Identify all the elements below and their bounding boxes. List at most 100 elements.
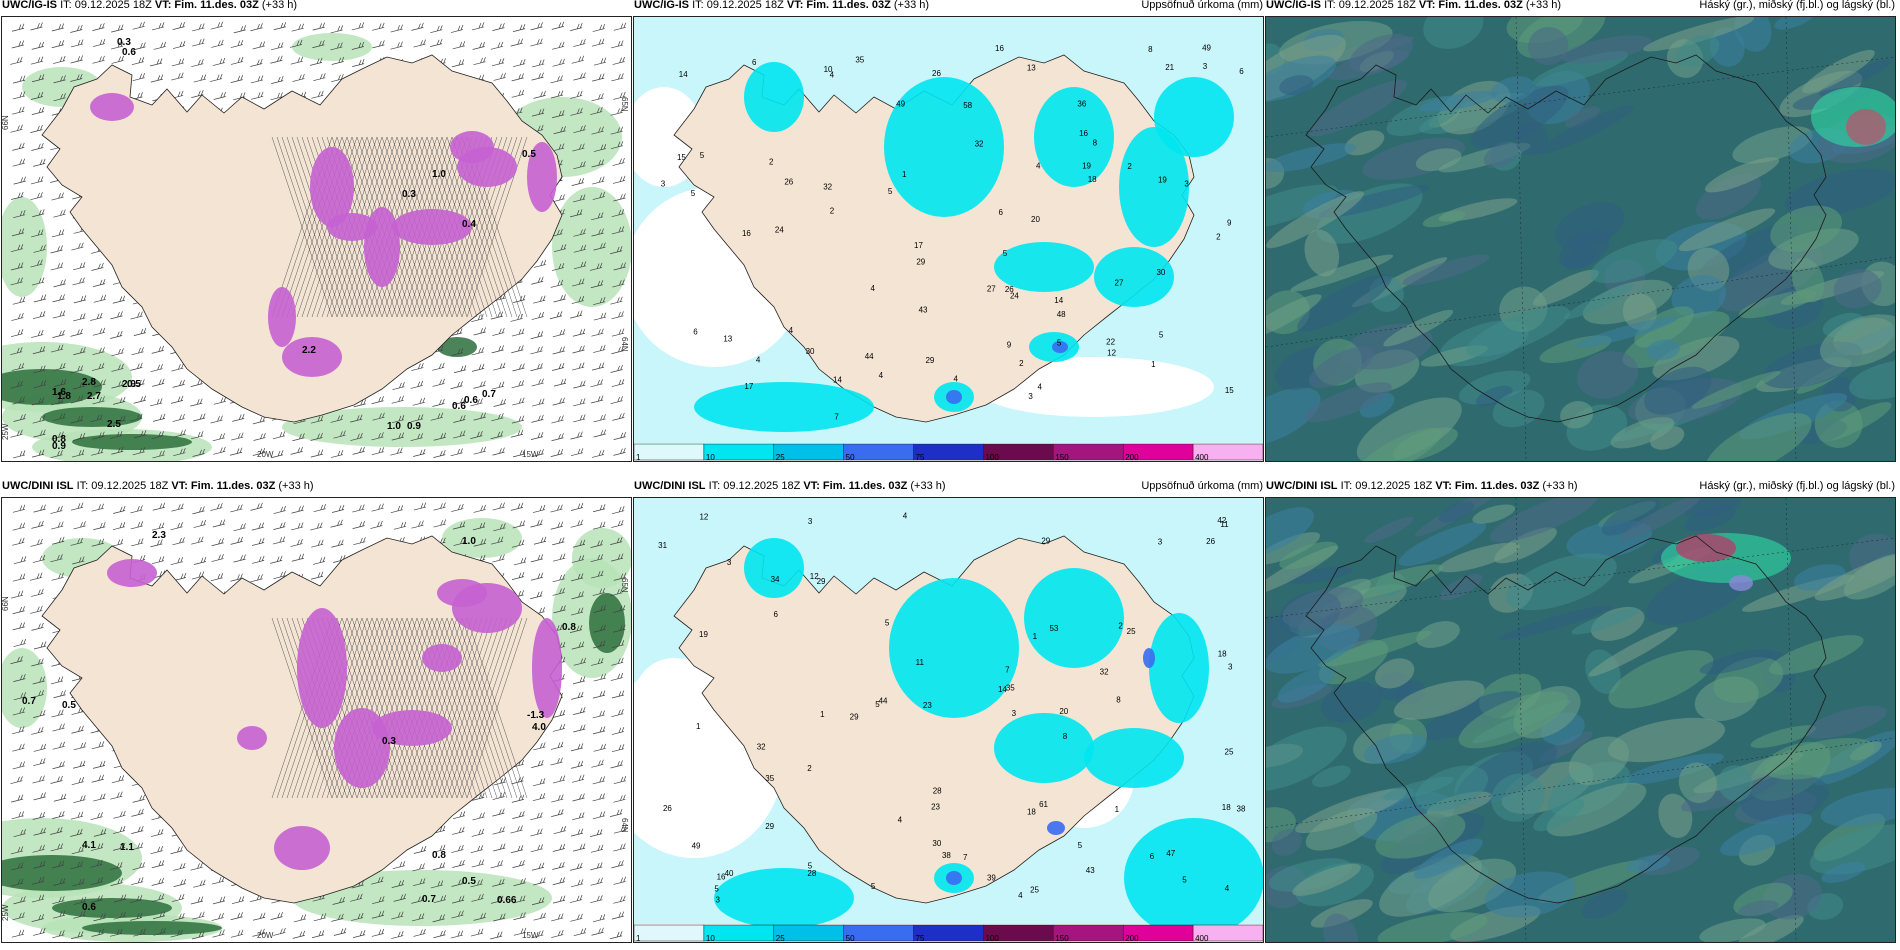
precip-value-label: 4: [953, 375, 958, 384]
wind-barb: [270, 92, 283, 101]
wind-barb: [593, 624, 606, 633]
wind-barb: [530, 431, 544, 440]
wind-barb: [31, 520, 44, 529]
wind-barb: [572, 676, 586, 685]
wind-barb: [573, 657, 587, 666]
precip-value-label: 7: [834, 413, 839, 422]
wind-barb: [91, 538, 105, 547]
wind-barb: [553, 605, 566, 614]
precip-value-label: 23: [923, 701, 932, 710]
wind-barb: [153, 927, 166, 936]
wind-barb: [610, 537, 623, 545]
high-cloud-core: [1676, 534, 1736, 562]
wind-barb: [551, 809, 564, 817]
wind-barb: [351, 22, 365, 31]
wind-barb: [233, 554, 246, 563]
wind-barb: [50, 450, 63, 459]
wind-barb: [591, 328, 604, 337]
wind-barb: [31, 689, 44, 698]
wind-barb: [31, 397, 45, 406]
wind-value-label: 0.6: [82, 902, 96, 913]
wind-barb: [13, 638, 27, 647]
wind-barb: [450, 347, 464, 356]
wind-barb: [291, 23, 305, 32]
wind-barb: [411, 22, 424, 31]
wind-barb: [212, 896, 226, 905]
wind-barb: [233, 25, 247, 34]
wind-barb: [12, 743, 25, 752]
cloud-patch: [1607, 717, 1726, 763]
wind-barb: [551, 929, 564, 938]
wind-barb: [490, 311, 504, 320]
wind-barb: [111, 380, 124, 389]
wind-barb: [552, 41, 565, 50]
wind-barb: [593, 312, 607, 321]
wind-barb: [611, 640, 625, 649]
wind-barb: [492, 808, 505, 817]
wind-area-strong: [82, 921, 222, 935]
lat-label: 25W: [2, 904, 10, 921]
precip-value-label: 34: [771, 575, 780, 584]
cloud-patch: [1383, 309, 1454, 347]
wind-barb: [371, 928, 385, 937]
wind-barb: [92, 23, 105, 31]
wind-barb: [430, 25, 443, 34]
grid-line: [1515, 17, 1527, 461]
precip-value-label: 2: [1019, 359, 1024, 368]
wind-value-label: 1.8: [57, 391, 71, 402]
wind-barb: [570, 107, 583, 116]
cloud-patch: [1422, 210, 1466, 228]
cloud-patch: [1357, 427, 1443, 461]
wind-value-label: 1.1: [120, 842, 134, 853]
legend-tick: 400: [1195, 453, 1209, 461]
wind-area-light: [552, 187, 631, 307]
precip-heavy-area: [1143, 648, 1155, 668]
precip-value-label: 21: [1165, 63, 1174, 72]
wind-barb: [113, 505, 126, 514]
wind-barb: [610, 553, 624, 562]
wind-barb: [492, 447, 505, 456]
wind-barb: [550, 75, 563, 84]
wind-barb: [193, 556, 207, 565]
wind-barb: [190, 896, 204, 905]
wind-barb: [289, 39, 303, 48]
wind-value-label: 0.6: [452, 401, 466, 412]
precip-map-title-bottom: Uppsöfnuð úrkoma (mm): [1141, 480, 1263, 492]
wind-barb: [470, 928, 484, 937]
precip-value-label: 26: [932, 69, 941, 78]
wind-barb: [171, 503, 184, 512]
wind-barb: [291, 505, 304, 514]
precip-value-label: 48: [1057, 310, 1066, 319]
wind-barb: [572, 362, 585, 371]
wind-barb: [211, 538, 224, 547]
wind-barb: [592, 776, 606, 785]
legend-tick: 150: [1055, 934, 1069, 942]
wind-barb: [72, 556, 85, 565]
wind-barb: [350, 893, 363, 902]
wind-barb: [353, 930, 366, 938]
wind-barb: [531, 759, 544, 768]
precip-value-label: 2: [1216, 232, 1221, 241]
wind-barb: [51, 40, 65, 49]
wind-barb: [552, 895, 566, 904]
wind-barb: [553, 826, 567, 835]
wind-barb: [493, 523, 506, 532]
wind-barb: [12, 396, 25, 405]
wind-barb: [569, 894, 583, 903]
wind-barb: [73, 521, 86, 530]
wind-value-label: 0.5: [522, 149, 536, 160]
wind-barb: [252, 537, 265, 546]
wind-barb: [53, 690, 66, 699]
wind-barb: [90, 312, 103, 321]
precip-value-label: 30: [932, 839, 941, 848]
wind-area-strong: [589, 593, 625, 653]
precip-value-label: 32: [975, 140, 984, 149]
wind-barb: [130, 912, 143, 921]
wind-barb: [251, 91, 264, 100]
cloud-map-canvas-bottom: [1266, 498, 1895, 942]
wind-barb: [552, 397, 565, 406]
precip-value-label: 5: [1057, 339, 1062, 348]
wind-barb: [110, 311, 123, 320]
wind-value-label: 1.0: [387, 421, 401, 432]
wind-barb: [530, 572, 544, 581]
